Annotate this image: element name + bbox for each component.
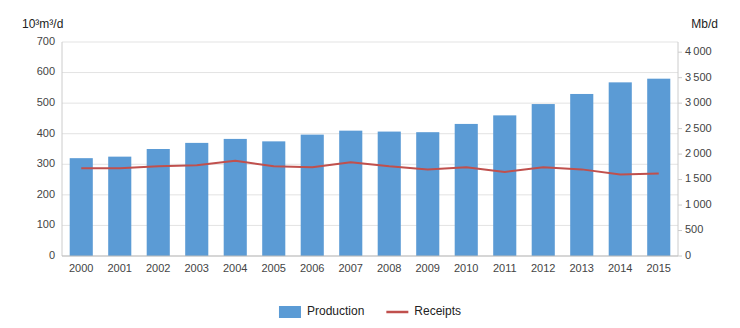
bar	[378, 132, 401, 256]
bar	[147, 149, 170, 256]
legend-swatch	[386, 311, 408, 314]
y2-tick-label: 2 500	[685, 122, 712, 134]
bar	[609, 82, 632, 256]
bar	[493, 115, 516, 256]
chart: 0 100 200 300 400 500 600 700 0 500 1 000 1 500 2 00…	[0, 0, 740, 328]
x-tick-label: 2011	[493, 262, 517, 274]
bar	[262, 141, 285, 256]
y-tick-label: 700	[37, 35, 55, 47]
x-tick-label: 2012	[531, 262, 555, 274]
y-tick-label: 200	[37, 188, 55, 200]
y-axis-line	[62, 42, 63, 256]
y-tick-label: 0	[49, 249, 55, 261]
bar	[532, 104, 555, 256]
y2-tick	[678, 52, 682, 53]
bar	[301, 135, 324, 256]
bar	[455, 124, 478, 256]
y2-tick-label: 3 500	[685, 71, 712, 83]
x-tick-label: 2000	[69, 262, 93, 274]
x-tick-label: 2003	[185, 262, 209, 274]
bar	[224, 139, 247, 256]
line	[81, 161, 659, 175]
y-tick-label: 300	[37, 157, 55, 169]
y2-tick-label: 4 000	[685, 45, 712, 57]
legend-swatch	[279, 306, 301, 318]
x-tick-label: 2004	[223, 262, 247, 274]
x-tick-label: 2002	[146, 262, 170, 274]
y-tick-label: 100	[37, 218, 55, 230]
plot-area	[70, 79, 671, 256]
y-axis-label: 10³m³/d	[22, 17, 63, 31]
bar	[185, 143, 208, 256]
y2-tick	[678, 103, 682, 104]
x-tick-label: 2015	[647, 262, 671, 274]
x-tick-label: 2009	[416, 262, 440, 274]
y2-tick-label: 3 000	[685, 96, 712, 108]
legend: Production Receipts	[279, 304, 461, 318]
grid-line	[62, 42, 678, 43]
y2-tick-label: 1 500	[685, 172, 712, 184]
x-tick-label: 2001	[108, 262, 132, 274]
x-tick-label: 2006	[300, 262, 324, 274]
x-tick-label: 2014	[608, 262, 632, 274]
bar	[339, 131, 362, 256]
grid-line	[62, 72, 678, 73]
y2-tick-label: 0	[685, 249, 691, 261]
y2-tick-label: 1 000	[685, 198, 712, 210]
x-tick-label: 2013	[570, 262, 594, 274]
bar	[108, 157, 131, 256]
x-tick-label: 2007	[339, 262, 363, 274]
y-tick-label: 600	[37, 65, 55, 77]
grid-line	[62, 256, 678, 257]
y2-tick	[678, 179, 682, 180]
x-axis-line	[62, 256, 678, 257]
bar	[647, 79, 670, 256]
y2-tick	[678, 205, 682, 206]
y2-tick-label: 500	[685, 223, 703, 235]
legend-label: Receipts	[414, 304, 461, 318]
y2-tick	[678, 230, 682, 231]
x-tick-label: 2005	[262, 262, 286, 274]
y2-axis-label: Mb/d	[691, 17, 718, 31]
y2-axis-line	[678, 42, 679, 256]
legend-label: Production	[307, 304, 364, 318]
y2-tick	[678, 77, 682, 78]
y-tick-label: 500	[37, 96, 55, 108]
y2-tick-label: 2 000	[685, 147, 712, 159]
bar	[70, 158, 93, 256]
x-tick-label: 2010	[454, 262, 478, 274]
bar	[570, 94, 593, 256]
y-tick-label: 400	[37, 127, 55, 139]
bar	[416, 132, 439, 256]
y2-tick	[678, 128, 682, 129]
y2-tick	[678, 154, 682, 155]
x-tick-label: 2008	[377, 262, 401, 274]
y2-tick	[678, 256, 682, 257]
